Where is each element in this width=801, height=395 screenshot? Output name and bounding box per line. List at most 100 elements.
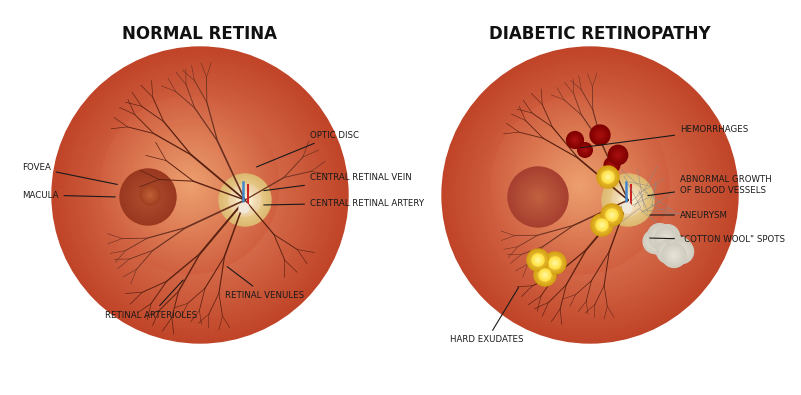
Circle shape: [554, 262, 556, 264]
Circle shape: [142, 190, 155, 203]
Circle shape: [552, 156, 609, 213]
Circle shape: [219, 174, 271, 226]
Circle shape: [555, 160, 605, 210]
Circle shape: [603, 175, 653, 225]
Circle shape: [101, 96, 279, 274]
Circle shape: [172, 167, 228, 223]
Circle shape: [549, 257, 561, 269]
Circle shape: [169, 164, 211, 206]
Circle shape: [615, 152, 621, 158]
Circle shape: [103, 97, 298, 293]
Text: HEMORRHAGES: HEMORRHAGES: [581, 126, 748, 148]
Circle shape: [124, 120, 276, 271]
Circle shape: [239, 194, 251, 206]
Circle shape: [649, 225, 673, 249]
Circle shape: [80, 75, 320, 315]
Circle shape: [235, 190, 255, 209]
Circle shape: [465, 71, 714, 319]
Circle shape: [238, 193, 252, 207]
Circle shape: [237, 192, 253, 208]
Text: ABNORMAL GROWTH
OF BLOOD VESSELS: ABNORMAL GROWTH OF BLOOD VESSELS: [648, 175, 771, 196]
Circle shape: [562, 167, 618, 223]
Circle shape: [232, 187, 258, 213]
Circle shape: [578, 183, 602, 207]
Circle shape: [673, 243, 690, 261]
Circle shape: [133, 128, 247, 242]
Circle shape: [610, 213, 614, 217]
Circle shape: [488, 93, 692, 297]
Circle shape: [176, 171, 223, 219]
Circle shape: [533, 254, 544, 265]
Circle shape: [503, 108, 678, 282]
Circle shape: [654, 231, 666, 243]
Circle shape: [89, 84, 311, 306]
Circle shape: [598, 221, 606, 229]
Circle shape: [650, 237, 659, 246]
Circle shape: [96, 91, 304, 299]
Circle shape: [485, 90, 695, 300]
Circle shape: [476, 81, 704, 309]
Circle shape: [574, 138, 577, 142]
Circle shape: [509, 114, 651, 256]
Circle shape: [453, 57, 727, 333]
Circle shape: [163, 158, 216, 212]
Circle shape: [115, 111, 264, 260]
Circle shape: [150, 145, 251, 245]
Circle shape: [589, 194, 591, 196]
Circle shape: [668, 238, 692, 262]
Circle shape: [231, 186, 259, 214]
Circle shape: [554, 160, 626, 231]
Circle shape: [181, 176, 199, 194]
Circle shape: [158, 153, 222, 217]
Circle shape: [146, 191, 154, 199]
Circle shape: [534, 256, 541, 264]
Circle shape: [578, 183, 582, 187]
Circle shape: [584, 149, 586, 151]
Circle shape: [598, 133, 602, 137]
Circle shape: [74, 69, 326, 321]
Circle shape: [625, 197, 631, 203]
Circle shape: [595, 130, 605, 140]
Circle shape: [599, 134, 601, 136]
Circle shape: [553, 261, 557, 265]
Circle shape: [574, 180, 586, 190]
Circle shape: [172, 167, 207, 203]
Circle shape: [515, 174, 561, 220]
Circle shape: [549, 155, 610, 215]
Circle shape: [549, 257, 562, 269]
Circle shape: [122, 117, 279, 273]
Circle shape: [540, 270, 550, 280]
Circle shape: [493, 97, 688, 293]
Circle shape: [548, 153, 612, 217]
Circle shape: [147, 142, 253, 248]
Circle shape: [525, 130, 655, 260]
Circle shape: [244, 199, 246, 201]
Circle shape: [137, 186, 159, 208]
Circle shape: [542, 272, 548, 278]
Circle shape: [600, 223, 604, 227]
Circle shape: [656, 233, 665, 242]
Circle shape: [626, 198, 630, 201]
Circle shape: [551, 260, 558, 267]
Circle shape: [566, 132, 583, 149]
Circle shape: [614, 186, 642, 214]
Circle shape: [185, 180, 215, 210]
Circle shape: [670, 250, 679, 260]
Circle shape: [173, 168, 227, 222]
Circle shape: [531, 190, 545, 204]
Circle shape: [673, 253, 676, 256]
Circle shape: [608, 161, 616, 169]
Circle shape: [611, 214, 613, 216]
Circle shape: [547, 152, 633, 238]
Circle shape: [136, 185, 160, 209]
Circle shape: [137, 132, 244, 238]
Circle shape: [594, 218, 610, 232]
Circle shape: [594, 217, 610, 233]
Circle shape: [190, 184, 211, 205]
Circle shape: [151, 146, 229, 224]
Circle shape: [602, 174, 654, 226]
Circle shape: [465, 69, 716, 321]
Circle shape: [455, 60, 725, 330]
Circle shape: [519, 178, 557, 216]
Circle shape: [135, 130, 245, 240]
